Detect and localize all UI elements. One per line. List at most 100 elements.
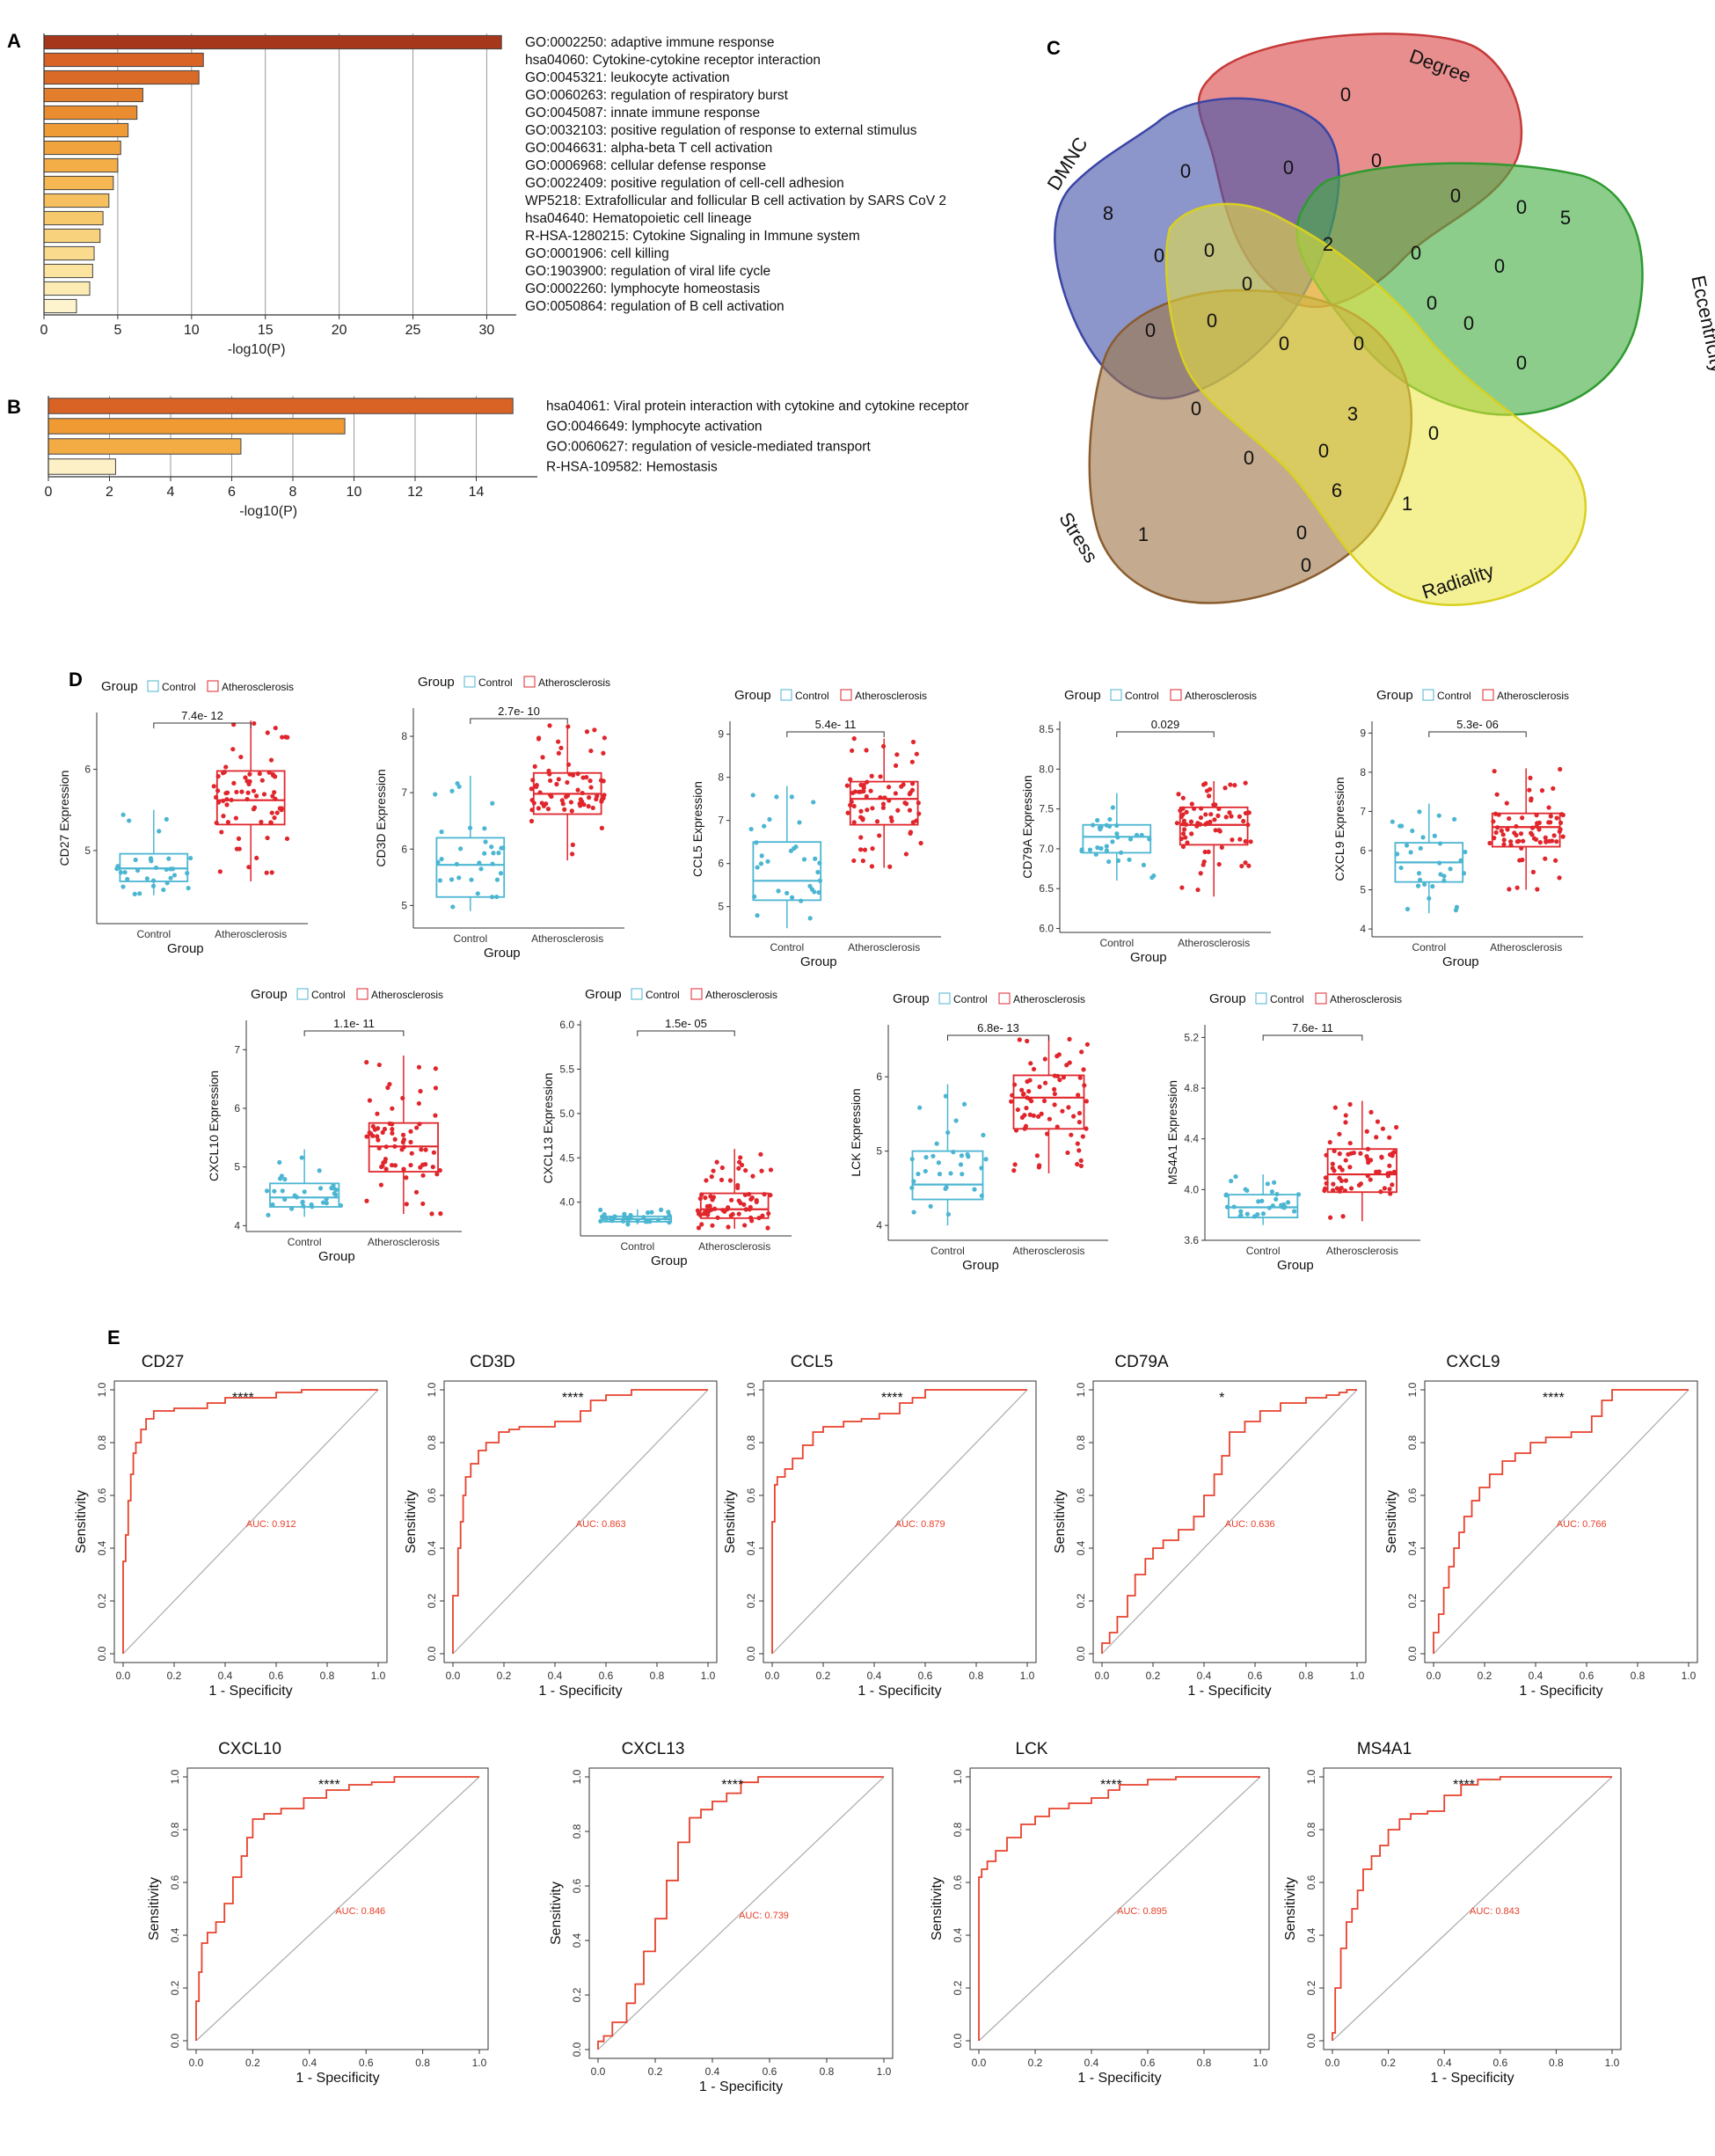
x-tick-label: 0.2 <box>497 1670 512 1682</box>
bar <box>43 69 200 85</box>
data-point <box>554 781 559 787</box>
data-point <box>981 1132 986 1137</box>
y-tick-label: 0.8 <box>426 1435 438 1450</box>
y-axis-label: Sensitivity <box>723 1490 738 1553</box>
y-tick-label: 0.2 <box>745 1593 757 1608</box>
bar <box>43 87 143 103</box>
x-tick-label: 0.8 <box>1549 2057 1564 2069</box>
data-point <box>1390 1153 1395 1158</box>
x-tick-label: 0.8 <box>415 2057 430 2069</box>
data-point <box>1535 887 1540 892</box>
legend-title: Group <box>734 688 771 703</box>
y-tick-label: 0.2 <box>952 1980 964 1995</box>
x-tick-label: Control <box>136 928 171 940</box>
data-point <box>1065 1150 1070 1156</box>
data-point <box>161 887 166 893</box>
data-point <box>858 835 864 840</box>
data-point <box>1452 816 1457 822</box>
y-tick-label: 0.8 <box>1406 1435 1419 1450</box>
x-tick-label: 1.0 <box>1605 2057 1620 2069</box>
y-axis-label: CXCL13 Expression <box>541 1072 555 1183</box>
data-point <box>219 830 224 835</box>
x-tick-label: 0.4 <box>1197 1670 1212 1682</box>
data-point <box>1323 1186 1328 1191</box>
y-tick-label: 5 <box>1360 884 1366 896</box>
data-point <box>622 1211 627 1217</box>
data-point <box>1180 831 1186 837</box>
legend-title: Group <box>1209 991 1246 1006</box>
auc-label: AUC: 0.863 <box>576 1519 626 1530</box>
x-tick-label: 0.4 <box>867 1670 882 1682</box>
data-point <box>1544 839 1549 844</box>
data-point <box>1408 850 1413 855</box>
data-point <box>562 807 567 812</box>
x-tick-label: 0.4 <box>548 1670 563 1682</box>
data-point <box>1518 831 1524 837</box>
data-point <box>916 1171 921 1177</box>
y-tick-label: 4.0 <box>1184 1183 1199 1195</box>
venn-region-count: 0 <box>1191 398 1201 420</box>
data-point <box>1285 1200 1291 1205</box>
data-point <box>851 858 857 864</box>
venn-set-label: Eccentricity <box>1687 274 1715 375</box>
data-point <box>383 1166 389 1172</box>
data-point <box>414 1125 420 1130</box>
data-point <box>1067 1036 1072 1041</box>
data-point <box>1078 1163 1084 1169</box>
data-point <box>1229 1178 1234 1184</box>
data-point <box>861 782 866 788</box>
data-point <box>570 851 575 857</box>
data-point <box>409 1151 414 1156</box>
x-tick-label: 0.8 <box>1299 1670 1314 1682</box>
legend-athero-key <box>690 988 703 1000</box>
y-tick-label: 4.5 <box>559 1151 574 1164</box>
data-point <box>602 793 607 798</box>
p-value-label: 5.3e- 06 <box>1456 718 1499 731</box>
legend-title: Group <box>1376 688 1413 703</box>
diagonal-reference <box>1332 1776 1613 2042</box>
data-point <box>909 787 916 793</box>
data-point <box>1185 840 1190 845</box>
significance-bracket <box>470 718 568 724</box>
roc-curve <box>597 1776 884 2050</box>
data-point <box>1084 1041 1091 1047</box>
category-label: GO:0045321: leukocyte activation <box>525 70 730 85</box>
y-tick-label: 6.5 <box>1039 882 1054 895</box>
y-tick-label: 8.0 <box>1039 763 1054 775</box>
roc-curve <box>1332 1776 1612 2041</box>
data-point <box>433 1066 438 1071</box>
data-point <box>918 840 923 846</box>
x-tick-label: 0.2 <box>1146 1670 1161 1682</box>
plot-frame <box>113 1380 388 1663</box>
x-tick-label: Control <box>1099 937 1134 949</box>
data-point <box>1539 788 1545 793</box>
data-point <box>400 1095 405 1100</box>
legend-control-label: Control <box>1437 690 1471 702</box>
data-point <box>324 1201 329 1206</box>
venn-region-count: 8 <box>1103 202 1113 224</box>
legend-control-label: Control <box>478 676 513 689</box>
y-tick-label: 0.4 <box>952 1927 964 1942</box>
data-point <box>1141 862 1147 867</box>
data-point <box>401 1166 406 1172</box>
x-tick-label: 1.0 <box>1682 1670 1697 1682</box>
data-point <box>735 1185 741 1191</box>
data-point <box>1025 1038 1030 1044</box>
legend-athero-key <box>1482 689 1494 701</box>
data-point <box>299 1155 304 1160</box>
data-point <box>264 870 269 875</box>
legend-control-label: Control <box>1125 690 1159 702</box>
data-point <box>666 1210 671 1215</box>
data-point <box>1204 788 1210 793</box>
venn-region-count: 0 <box>1463 312 1474 334</box>
data-point <box>1546 805 1551 810</box>
data-point <box>1031 1066 1037 1072</box>
data-point <box>909 759 915 764</box>
y-tick-label: 6 <box>876 1071 882 1083</box>
y-tick-label: 5 <box>234 1161 240 1173</box>
data-point <box>748 1196 754 1202</box>
data-point <box>1551 786 1556 791</box>
data-point <box>300 1199 305 1204</box>
data-point <box>983 1157 989 1162</box>
y-tick-label: 7 <box>234 1043 240 1056</box>
